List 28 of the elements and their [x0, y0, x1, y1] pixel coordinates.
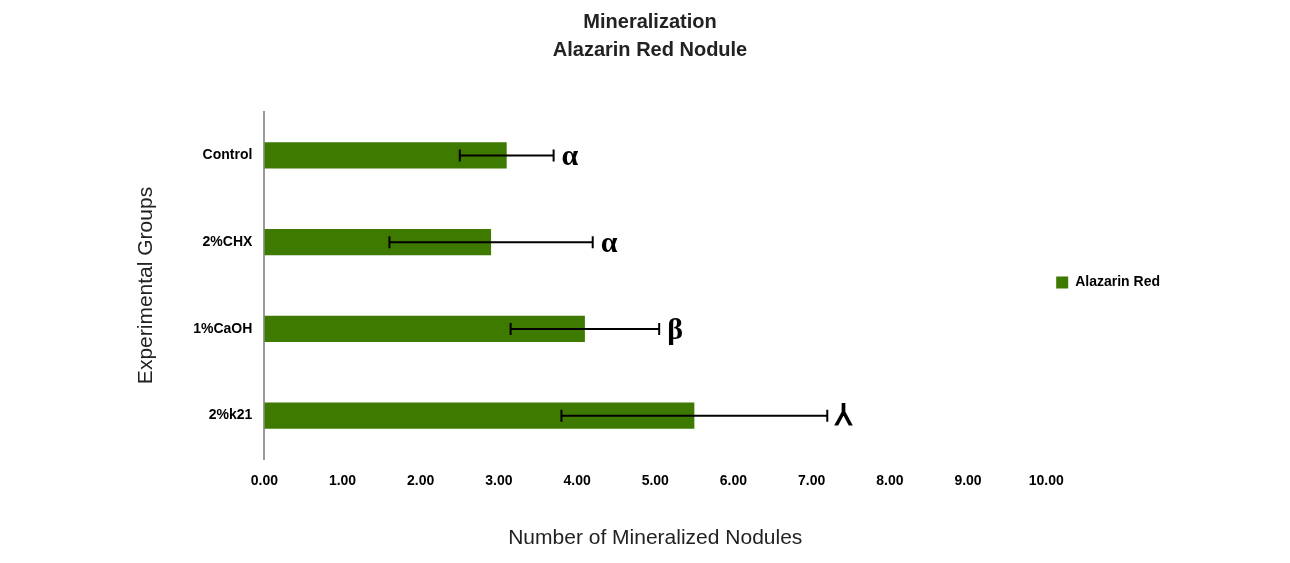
x-tick-label: 2.00 [407, 472, 435, 489]
x-tick-label: 1.00 [328, 472, 357, 489]
annotation: β [667, 311, 683, 345]
annotation: α [561, 138, 579, 172]
bar [264, 315, 585, 342]
x-tick-label: 6.00 [719, 472, 748, 489]
x-tick-label: 4.00 [563, 472, 591, 489]
x-tick-label: 0.00 [250, 472, 279, 489]
y-tick-label: 2%CHX [202, 232, 253, 249]
annotation: ⅄ [834, 398, 854, 432]
x-tick-label: 10.00 [1028, 472, 1064, 489]
chart-title: Mineralization [583, 9, 717, 32]
y-tick-label: Control [202, 146, 253, 163]
x-tick-label: 8.00 [876, 472, 904, 489]
x-tick-label: 3.00 [485, 472, 513, 489]
chart-subtitle: Alazarin Red Nodule [552, 37, 748, 60]
y-tick-label: 2%k21 [208, 406, 253, 423]
bar [264, 402, 695, 429]
x-axis-title: Number of Mineralized Nodules [508, 525, 803, 549]
bar [264, 142, 507, 169]
x-tick-label: 7.00 [798, 472, 826, 489]
x-tick-label: 9.00 [954, 472, 982, 489]
x-tick-label: 5.00 [641, 472, 670, 489]
legend-label: Alazarin Red [1075, 273, 1161, 290]
y-axis-title: Experimental Groups [133, 186, 157, 385]
y-tick-label: 1%CaOH [193, 319, 253, 336]
bar [264, 229, 492, 256]
annotation: α [600, 224, 618, 258]
